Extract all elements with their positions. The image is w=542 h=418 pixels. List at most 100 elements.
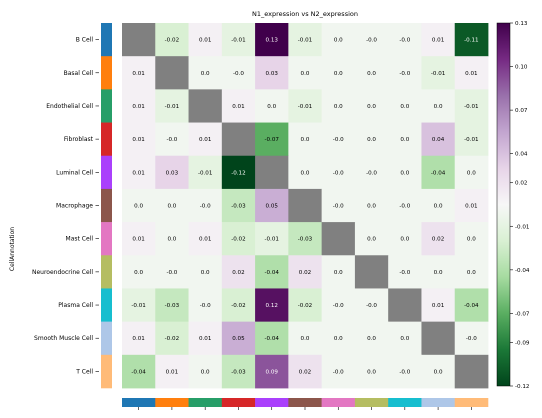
heatmap-cell [288, 89, 323, 123]
heatmap-cell-label: -0.01 [198, 170, 213, 176]
heatmap-cell-label: -0.01 [165, 104, 180, 110]
heatmap-cell-label: -0.0 [200, 204, 211, 210]
heatmap-cell [188, 255, 223, 289]
heatmap-cell-label: 0.0 [334, 71, 343, 77]
row-label: Luminal Cell [56, 169, 93, 176]
heatmap-cell-label: 0.01 [132, 237, 145, 243]
heatmap-cells [122, 23, 489, 389]
heatmap-cell-label: -0.03 [231, 204, 246, 210]
heatmap-cell-label: -0.04 [264, 336, 279, 342]
heatmap-cell-label: -0.0 [333, 303, 344, 309]
heatmap-cell [221, 188, 256, 223]
heatmap-cell [122, 122, 156, 157]
heatmap-cell-label: 0.02 [432, 237, 444, 243]
colorbar-tick-label: 0.10 [515, 65, 528, 71]
heatmap-cell-diagonal [221, 122, 256, 157]
heatmap-cell [155, 89, 189, 123]
row-label: Basal Cell [64, 70, 94, 77]
heatmap-cell-label: 0.01 [465, 71, 478, 77]
heatmap-cell [255, 188, 289, 223]
heatmap-cell-label: 0.0 [400, 237, 409, 243]
heatmap-cell [321, 89, 356, 123]
row-label: Neuroendocrine Cell [32, 269, 93, 276]
heatmap-cell-label: -0.0 [366, 303, 377, 309]
heatmap-cell [421, 122, 456, 157]
heatmap-cell [255, 56, 289, 90]
heatmap-cell-label: -0.0 [399, 38, 410, 44]
row-category-swatch [101, 23, 112, 57]
heatmap-cell [255, 288, 289, 323]
heatmap-cell-label: -0.0 [233, 71, 244, 77]
heatmap-cell [288, 321, 323, 356]
heatmap-cell-label: 0.0 [400, 137, 409, 143]
heatmap-cell [321, 155, 356, 190]
row-labels: B Cell Basal Cell Endothelial Cell Fibrobla… [32, 37, 99, 375]
heatmap-cell-label: 0.01 [199, 336, 212, 342]
heatmap-cell-label: 0.02 [299, 270, 311, 276]
heatmap-cell [421, 56, 456, 90]
heatmap-cell-label: -0.01 [298, 38, 313, 44]
heatmap-cell-label: 0.01 [465, 204, 478, 210]
heatmap-cell-label: 0.0 [167, 237, 176, 243]
heatmap-cell [188, 354, 223, 389]
heatmap-cell-label: -0.01 [431, 71, 446, 77]
heatmap-cell-label: 0.01 [199, 137, 212, 143]
column-category-swatch [255, 398, 289, 407]
heatmap-cell [221, 354, 256, 389]
heatmap-cell-label: -0.01 [464, 104, 479, 110]
column-category-swatch [288, 398, 322, 407]
colorbar-bar [496, 22, 511, 387]
heatmap-cell [321, 321, 356, 356]
heatmap-cell [188, 122, 223, 157]
heatmap-cell-label: 0.0 [367, 204, 376, 210]
heatmap-cell [454, 288, 489, 323]
heatmap-cell [122, 255, 156, 289]
heatmap-cell-label: 0.0 [467, 170, 476, 176]
heatmap-cell-label: -0.01 [464, 137, 479, 143]
heatmap-cell [388, 89, 422, 123]
row-label: Endothelial Cell [46, 103, 93, 110]
heatmap-cell-label: 0.0 [167, 204, 176, 210]
row-label: Mast Cell [66, 236, 94, 243]
heatmap-cell-label: 0.0 [301, 170, 310, 176]
heatmap-cell-label: 0.0 [334, 336, 343, 342]
heatmap-cell-label: 0.0 [334, 38, 343, 44]
heatmap-cell [255, 255, 289, 289]
heatmap-cell-label: 0.0 [301, 336, 310, 342]
heatmap-cell-label: -0.0 [333, 137, 344, 143]
heatmap-cell-label: -0.0 [166, 270, 177, 276]
heatmap-cell-label: -0.04 [464, 303, 479, 309]
heatmap-cell [354, 122, 389, 157]
heatmap-cell [454, 222, 489, 256]
heatmap-cell-label: 0.01 [432, 38, 445, 44]
heatmap-cell-label: 0.05 [232, 336, 245, 342]
heatmap-cell [421, 288, 456, 323]
heatmap-cell-label: -0.01 [264, 237, 279, 243]
heatmap-cell [421, 89, 456, 123]
heatmap-cell [188, 155, 223, 190]
heatmap-cell [421, 255, 456, 289]
column-category-swatch [354, 398, 389, 407]
colorbar-tick-label: -0.01 [515, 224, 530, 230]
heatmap-cell-label: 0.0 [367, 237, 376, 243]
column-category-swatch [421, 398, 456, 407]
heatmap-cell [122, 155, 156, 190]
heatmap-cell-label: -0.0 [399, 270, 410, 276]
column-category-swatch [321, 398, 356, 407]
heatmap-cell [155, 23, 189, 57]
row-label: Plasma Cell [58, 302, 93, 309]
heatmap-cell-diagonal [321, 222, 356, 256]
heatmap-cell [354, 288, 389, 323]
heatmap-cell [454, 321, 489, 356]
heatmap-cell-label: -0.04 [431, 170, 446, 176]
heatmap-cell [122, 89, 156, 123]
heatmap-cell-label: -0.02 [231, 303, 245, 309]
heatmap-cell-label: -0.0 [200, 303, 211, 309]
colorbar-tick-label: -0.12 [515, 384, 529, 390]
colorbar: 0.13 0.10 0.07 0.04 0.02 -0.01 -0.04 -0.07 -0.09… [496, 21, 530, 390]
row-category-swatch [101, 321, 112, 356]
heatmap-cell [354, 188, 389, 223]
heatmap-cell [188, 56, 223, 90]
heatmap-cell [188, 321, 223, 356]
heatmap-cell-label: 0.02 [299, 369, 311, 375]
